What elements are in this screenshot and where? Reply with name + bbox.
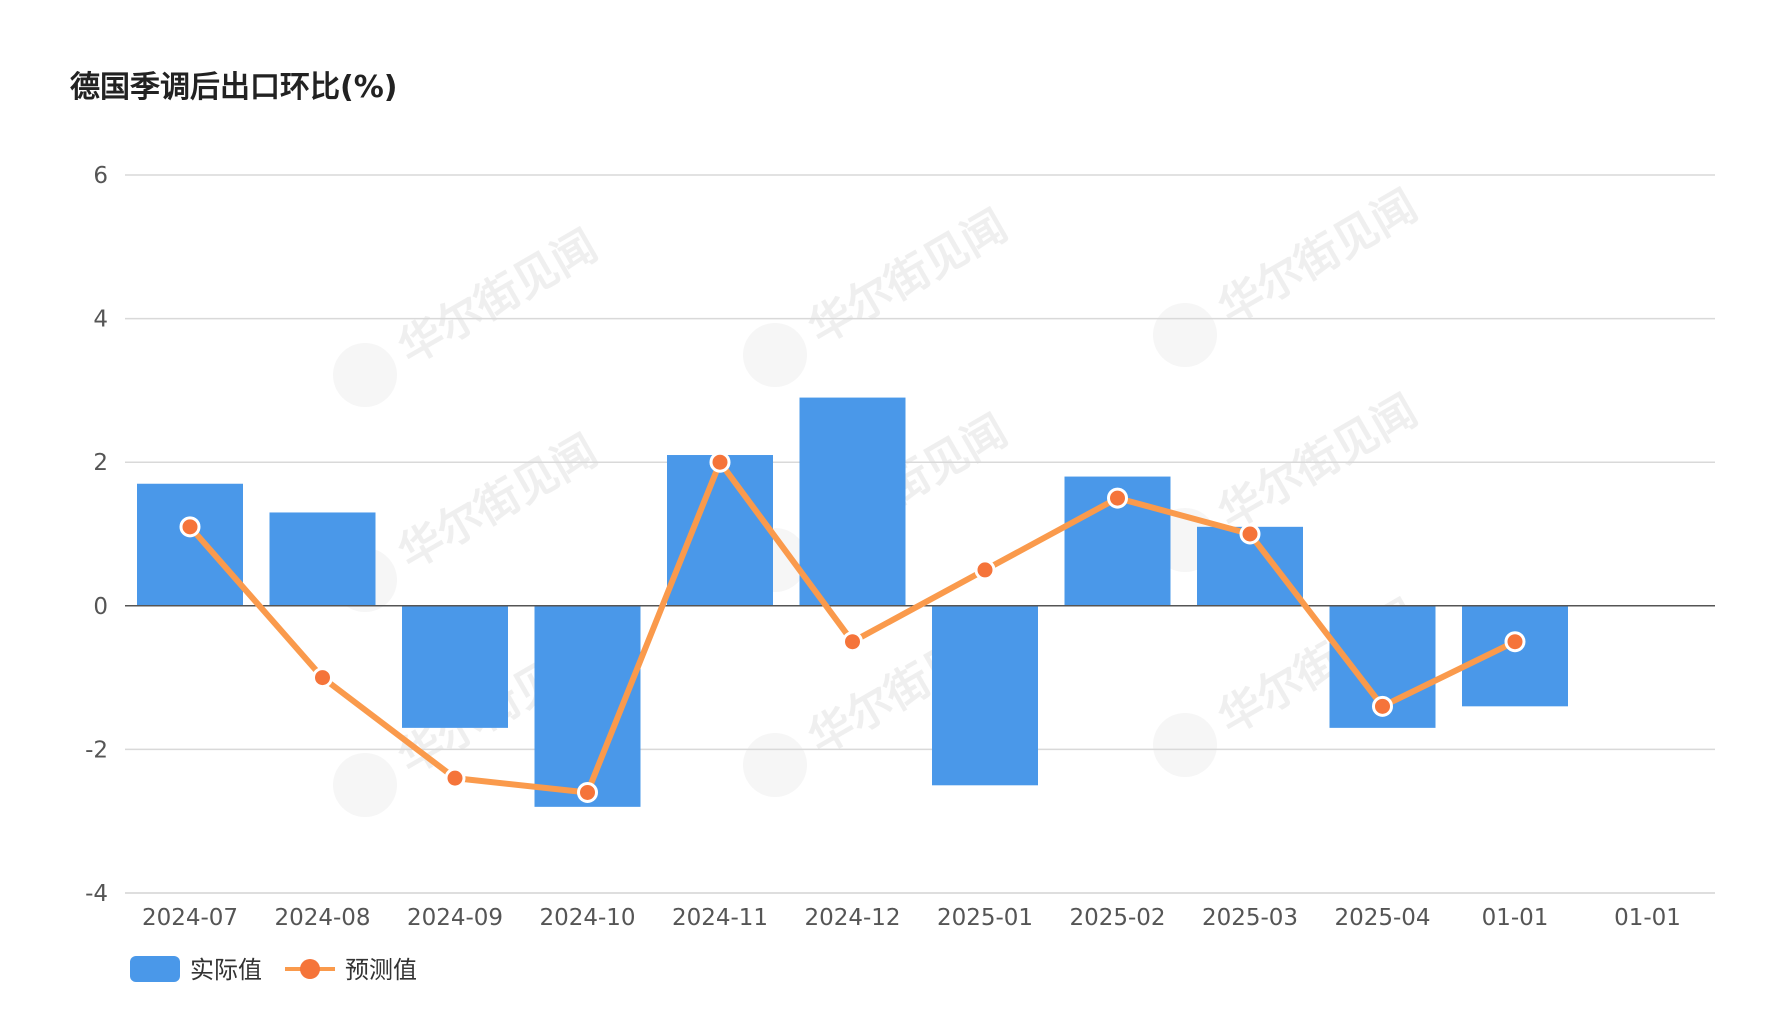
legend-label: 实际值 [190,956,262,984]
legend-swatch-bar [130,956,180,982]
x-tick-label: 2024-11 [672,905,768,931]
forecast-point [1239,523,1261,545]
legend: 实际值 预测值 [130,956,417,984]
bar [932,605,1038,786]
forecast-point [1372,695,1393,717]
legend-label: 预测值 [345,956,417,984]
forecast-point [577,781,598,803]
legend-item-actual[interactable]: 实际值 [130,956,262,984]
forecast-point [709,451,731,473]
x-tick-label: 2024-09 [407,905,503,931]
forecast-point [842,631,863,653]
forecast-point [179,516,201,538]
watermark: 华尔街见闻 [743,200,1016,387]
x-tick-label: 01-01 [1614,905,1681,931]
forecast-point [974,559,996,581]
x-axis: 2024-07 2024-08 2024-09 2024-10 2024-11 2024-… [125,892,1715,931]
x-tick-label: 2025-03 [1202,905,1298,931]
x-tick-label: 01-01 [1482,905,1549,931]
svg-text:华尔街见闻: 华尔街见闻 [1210,180,1426,334]
watermark: 华尔街见闻 [333,220,606,407]
y-tick-label: 0 [93,594,108,620]
line-series [179,451,1526,803]
chart-title: 德国季调后出口环比(%) [70,70,398,105]
bar-series [137,397,1568,807]
bar [667,455,773,606]
y-tick-label: 4 [93,307,108,333]
x-tick-label: 2024-12 [804,905,900,931]
forecast-point [312,667,333,689]
y-tick-label: 2 [93,450,108,476]
y-tick-label: -4 [85,881,108,907]
x-tick-label: 2024-08 [274,905,370,931]
bar [269,512,376,606]
forecast-point [1504,631,1526,653]
legend-swatch-marker [300,959,320,979]
svg-text:华尔街见闻: 华尔街见闻 [390,220,606,374]
x-tick-label: 2024-07 [142,905,238,931]
x-tick-label: 2025-02 [1069,905,1165,931]
bar [799,397,906,606]
legend-item-forecast[interactable]: 预测值 [285,956,417,984]
forecast-point [1107,487,1128,509]
y-tick-label: 6 [93,163,108,189]
forecast-point [444,767,466,789]
x-tick-label: 2024-10 [539,905,635,931]
y-axis: 6 4 2 0 -2 -4 [85,163,108,907]
y-tick-label: -2 [85,737,108,763]
x-tick-label: 2025-01 [937,905,1033,931]
x-tick-label: 2025-04 [1334,905,1430,931]
watermark: 华尔街见闻 [1153,180,1426,367]
svg-text:华尔街见闻: 华尔街见闻 [800,200,1016,354]
bar [402,605,508,728]
bar [1462,605,1568,707]
bar [137,483,243,606]
svg-text:华尔街见闻: 华尔街见闻 [390,425,606,579]
